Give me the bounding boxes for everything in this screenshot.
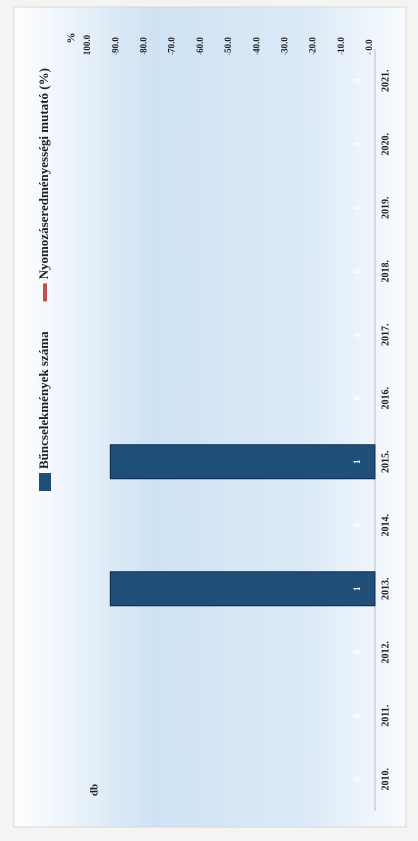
data-label: 0 [352,396,362,401]
x-tick-label: 2016. [380,387,391,410]
rotated-chart: db % 0.0 10.0 20.0 30.0 40.0 50.0 60.0 70.0 80.0… [13,6,407,828]
y2-tick-label: 70.0 [167,37,177,53]
data-label: 0 [352,713,362,718]
x-tick-label: 2011. [380,704,391,726]
x-tick-label: 2015. [380,450,391,473]
y2-tick-label: 60.0 [195,37,205,53]
y2-tick-label: 40.0 [251,37,261,53]
x-tick-label: 2017. [380,323,391,346]
data-label: 0 [352,269,362,274]
y2-tick-label: 30.0 [279,37,289,53]
data-label: 0 [352,142,362,147]
x-tick-label: 2014. [380,514,391,537]
y2-tick-label: 20.0 [308,37,318,53]
data-label: 0 [352,523,362,528]
y2-tick-label: 80.0 [138,37,148,53]
data-label: 0 [352,78,362,83]
chart-frame [13,6,407,828]
data-label: 1 [352,459,362,464]
y2-axis-label: % [66,33,78,44]
y2-tick-label: 10.0 [336,37,346,53]
bar [109,444,376,480]
x-tick-label: 2018. [380,260,391,283]
y2-tick-label: 90.0 [110,37,120,53]
x-tick-label: 2012. [380,641,391,664]
x-tick-label: 2010. [380,768,391,791]
y-axis-label: db [89,784,101,796]
x-tick-label: 2019. [380,196,391,219]
data-label: 0 [352,332,362,337]
x-tick-label: 2020. [380,133,391,156]
data-label: 1 [352,586,362,591]
data-label: 0 [352,650,362,655]
legend-label: Bűncselekmények száma [36,331,51,469]
legend-swatch [39,473,51,491]
y2-tick-label: 50.0 [223,37,233,53]
data-label: 0 [352,777,362,782]
y2-tick-label: 0.0 [364,39,374,51]
data-label: 0 [352,205,362,210]
bar [109,571,376,607]
legend-line [43,283,47,302]
x-tick-label: 2021. [380,69,391,92]
x-tick-label: 2013. [380,577,391,600]
legend-label: Nyomozáseredményességi mutató (%) [36,68,51,279]
y2-tick-label: 100.0 [82,34,92,55]
